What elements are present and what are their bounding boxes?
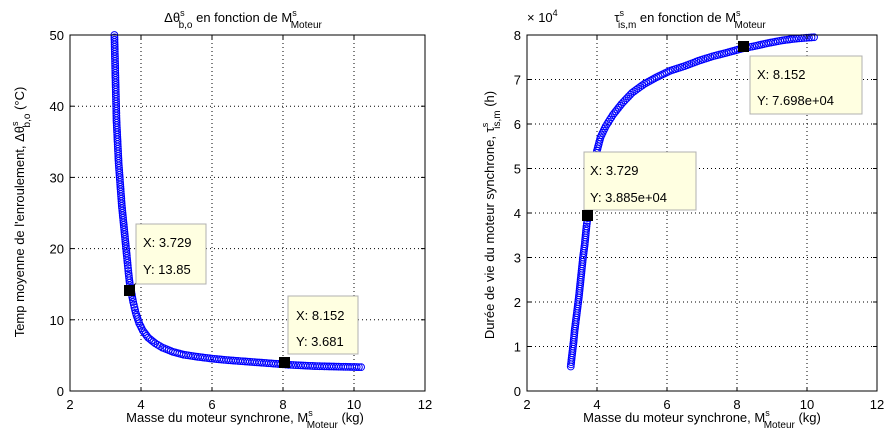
y-tick-label: 8 — [514, 28, 521, 43]
right-datatip-1-y: Y: 3.885e+04 — [590, 190, 667, 205]
x-tick-label: 6 — [208, 397, 215, 412]
right-y-axis-label: Durée de vie du moteur synchrone, τs is,m… — [480, 91, 503, 339]
data-point — [123, 254, 131, 262]
y-tick-label: 10 — [50, 313, 64, 328]
data-point — [354, 363, 363, 372]
left-y-axis-label: Temp moyenne de l'enroulement, Δθs b,o (°… — [10, 87, 33, 338]
y-tick-label: 50 — [50, 28, 64, 43]
data-point — [123, 258, 132, 267]
data-point — [644, 77, 653, 86]
y-tick-label: 7 — [514, 73, 521, 88]
y-tick-label: 2 — [514, 295, 521, 310]
data-point — [124, 264, 132, 273]
data-point — [124, 266, 133, 275]
x-tick-label: 6 — [663, 397, 670, 412]
x-tick-label: 4 — [593, 397, 600, 412]
right-datatip-2-x: X: 8.152 — [757, 67, 805, 82]
data-point — [810, 33, 818, 42]
x-tick-label: 8 — [733, 397, 740, 412]
y-tick-label: 4 — [514, 206, 521, 221]
y-tick-label: 0 — [514, 384, 521, 399]
x-tick-label: 2 — [523, 397, 530, 412]
left-datatip-1-x: X: 3.729 — [143, 235, 191, 250]
right-y-exponent-label: × 104 — [527, 8, 558, 25]
left-plot-area — [70, 35, 425, 391]
left-datatip-1-y: Y: 13.85 — [143, 262, 191, 277]
left-datatip-1-marker[interactable] — [124, 285, 135, 296]
y-tick-label: 5 — [514, 162, 521, 177]
left-plot-frame — [69, 34, 426, 392]
data-point — [352, 363, 361, 371]
data-point — [642, 78, 651, 87]
x-tick-label: 10 — [347, 397, 361, 412]
right-datatip-1-marker[interactable] — [582, 210, 593, 221]
left-chart-title: Δθs b,o en fonction de Ms Moteur — [164, 8, 322, 31]
x-tick-label: 8 — [279, 397, 286, 412]
data-point — [646, 76, 655, 85]
data-point — [640, 80, 649, 88]
x-tick-label: 4 — [137, 397, 144, 412]
data-point — [582, 222, 591, 231]
y-tick-label: 20 — [50, 242, 64, 257]
y-tick-label: 6 — [514, 117, 521, 132]
left-x-axis-label: Masse du moteur synchrone, Ms Moteur (kg) — [126, 408, 364, 431]
right-chart-title: τs is,m en fonction de Ms Moteur — [614, 8, 766, 31]
left-datatip-1[interactable]: X: 3.729 Y: 13.85 — [124, 223, 207, 296]
x-tick-label: 12 — [870, 397, 884, 412]
y-tick-label: 30 — [50, 170, 64, 185]
data-point — [638, 81, 647, 90]
left-datatip-2-y: Y: 3.681 — [296, 334, 344, 349]
y-tick-label: 0 — [57, 384, 64, 399]
right-datatip-2-marker[interactable] — [738, 41, 749, 52]
right-grid — [527, 35, 877, 391]
right-x-axis-label: Masse du moteur synchrone, Ms Moteur (kg) — [583, 408, 821, 431]
x-tick-label: 10 — [800, 397, 814, 412]
data-point — [123, 261, 132, 270]
data-point — [648, 75, 657, 84]
data-point — [123, 256, 132, 265]
data-point — [291, 361, 300, 370]
right-datatip-1-x: X: 3.729 — [590, 163, 638, 178]
y-tick-label: 3 — [514, 251, 521, 266]
left-datatip-2-marker[interactable] — [279, 357, 290, 368]
y-tick-label: 1 — [514, 340, 521, 355]
data-point — [805, 33, 813, 42]
y-tick-label: 40 — [50, 99, 64, 114]
data-point — [357, 363, 366, 372]
data-point — [802, 33, 811, 42]
data-point — [807, 33, 816, 42]
left-ticks: 2 4 6 8 10 12 0 10 20 30 40 50 — [50, 28, 433, 412]
right-datatip-1[interactable]: X: 3.729 Y: 3.885e+04 — [582, 151, 697, 221]
data-point — [650, 74, 659, 83]
x-tick-label: 12 — [418, 397, 432, 412]
right-datatip-2[interactable]: X: 8.152 Y: 7.698e+04 — [738, 41, 863, 115]
left-datatip-2[interactable]: X: 8.152 Y: 3.681 — [279, 295, 359, 368]
left-datatip-2-x: X: 8.152 — [296, 308, 344, 323]
left-plot: 2 4 6 8 10 12 0 10 20 30 40 50 Δθs b,o en fonction d… — [10, 8, 432, 431]
right-datatip-2-y: Y: 7.698e+04 — [757, 93, 834, 108]
x-tick-label: 2 — [66, 397, 73, 412]
